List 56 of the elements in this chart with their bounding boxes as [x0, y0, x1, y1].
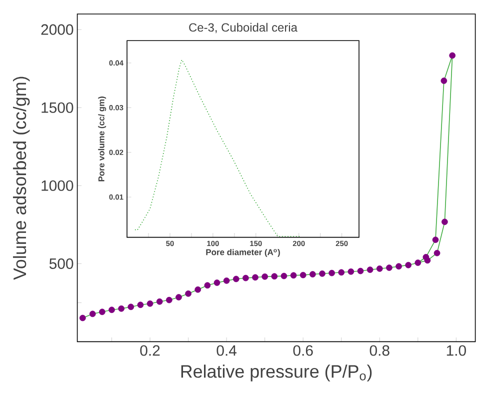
point [348, 268, 354, 275]
x-tick-label: 1.0 [446, 345, 466, 356]
point [89, 310, 96, 318]
x-tick-label: 0.8 [370, 345, 390, 356]
x-axis-title: Relative pressure (P/P$_{o}$) [181, 364, 372, 382]
y-axis-title: Volume adsorbed (cc/gm) [12, 76, 30, 280]
chart-title: Ce-3, Cuboidal ceria [189, 22, 298, 34]
point [128, 304, 134, 310]
point [166, 296, 172, 304]
point [319, 270, 326, 277]
point [422, 254, 430, 260]
x-tick-label: 0.6 [293, 345, 313, 356]
point [185, 290, 192, 297]
point [242, 274, 249, 282]
point [137, 302, 144, 308]
point [214, 280, 220, 286]
point [414, 260, 422, 266]
point [386, 264, 392, 271]
point [442, 218, 448, 226]
point [223, 277, 230, 284]
point [309, 271, 316, 278]
point [194, 286, 202, 293]
point [449, 52, 456, 59]
x-tick-label: 0.2 [140, 345, 160, 356]
point [434, 250, 440, 256]
point [146, 300, 154, 307]
y-tick-label: 1500 [42, 102, 74, 113]
point [396, 263, 402, 270]
point [271, 273, 278, 280]
y-tick-label: 1000 [42, 180, 74, 191]
point [79, 314, 86, 322]
point [262, 273, 268, 280]
point [280, 272, 288, 280]
point [118, 305, 125, 312]
point [108, 306, 115, 314]
point [432, 236, 439, 243]
point [252, 274, 258, 281]
x-axis-title: Pore diameter (A$^{o}$) [206, 248, 280, 257]
point [328, 270, 335, 276]
point [156, 298, 163, 305]
point [290, 272, 297, 279]
y-tick-label: 500 [49, 258, 74, 269]
point [232, 276, 240, 282]
point [338, 269, 345, 276]
point [376, 265, 383, 272]
point [366, 266, 374, 273]
x-tick-label: 0.4 [216, 345, 237, 356]
point [204, 282, 211, 289]
point [176, 294, 182, 300]
point [98, 308, 106, 316]
point [357, 268, 364, 274]
y-tick-label: 2000 [41, 24, 74, 35]
point [300, 272, 306, 278]
point [440, 78, 448, 84]
y-axis-title: Pore volume (cc/ gm) [98, 96, 106, 182]
point [405, 262, 412, 268]
